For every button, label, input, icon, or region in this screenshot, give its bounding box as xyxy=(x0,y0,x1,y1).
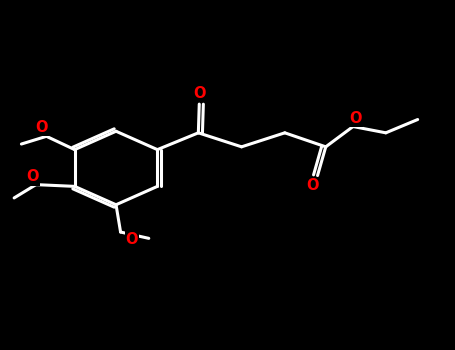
Text: O: O xyxy=(193,86,206,101)
Text: O: O xyxy=(126,232,138,246)
Text: O: O xyxy=(35,120,48,135)
Text: O: O xyxy=(349,111,362,126)
Text: O: O xyxy=(306,178,318,193)
Text: O: O xyxy=(26,169,39,184)
